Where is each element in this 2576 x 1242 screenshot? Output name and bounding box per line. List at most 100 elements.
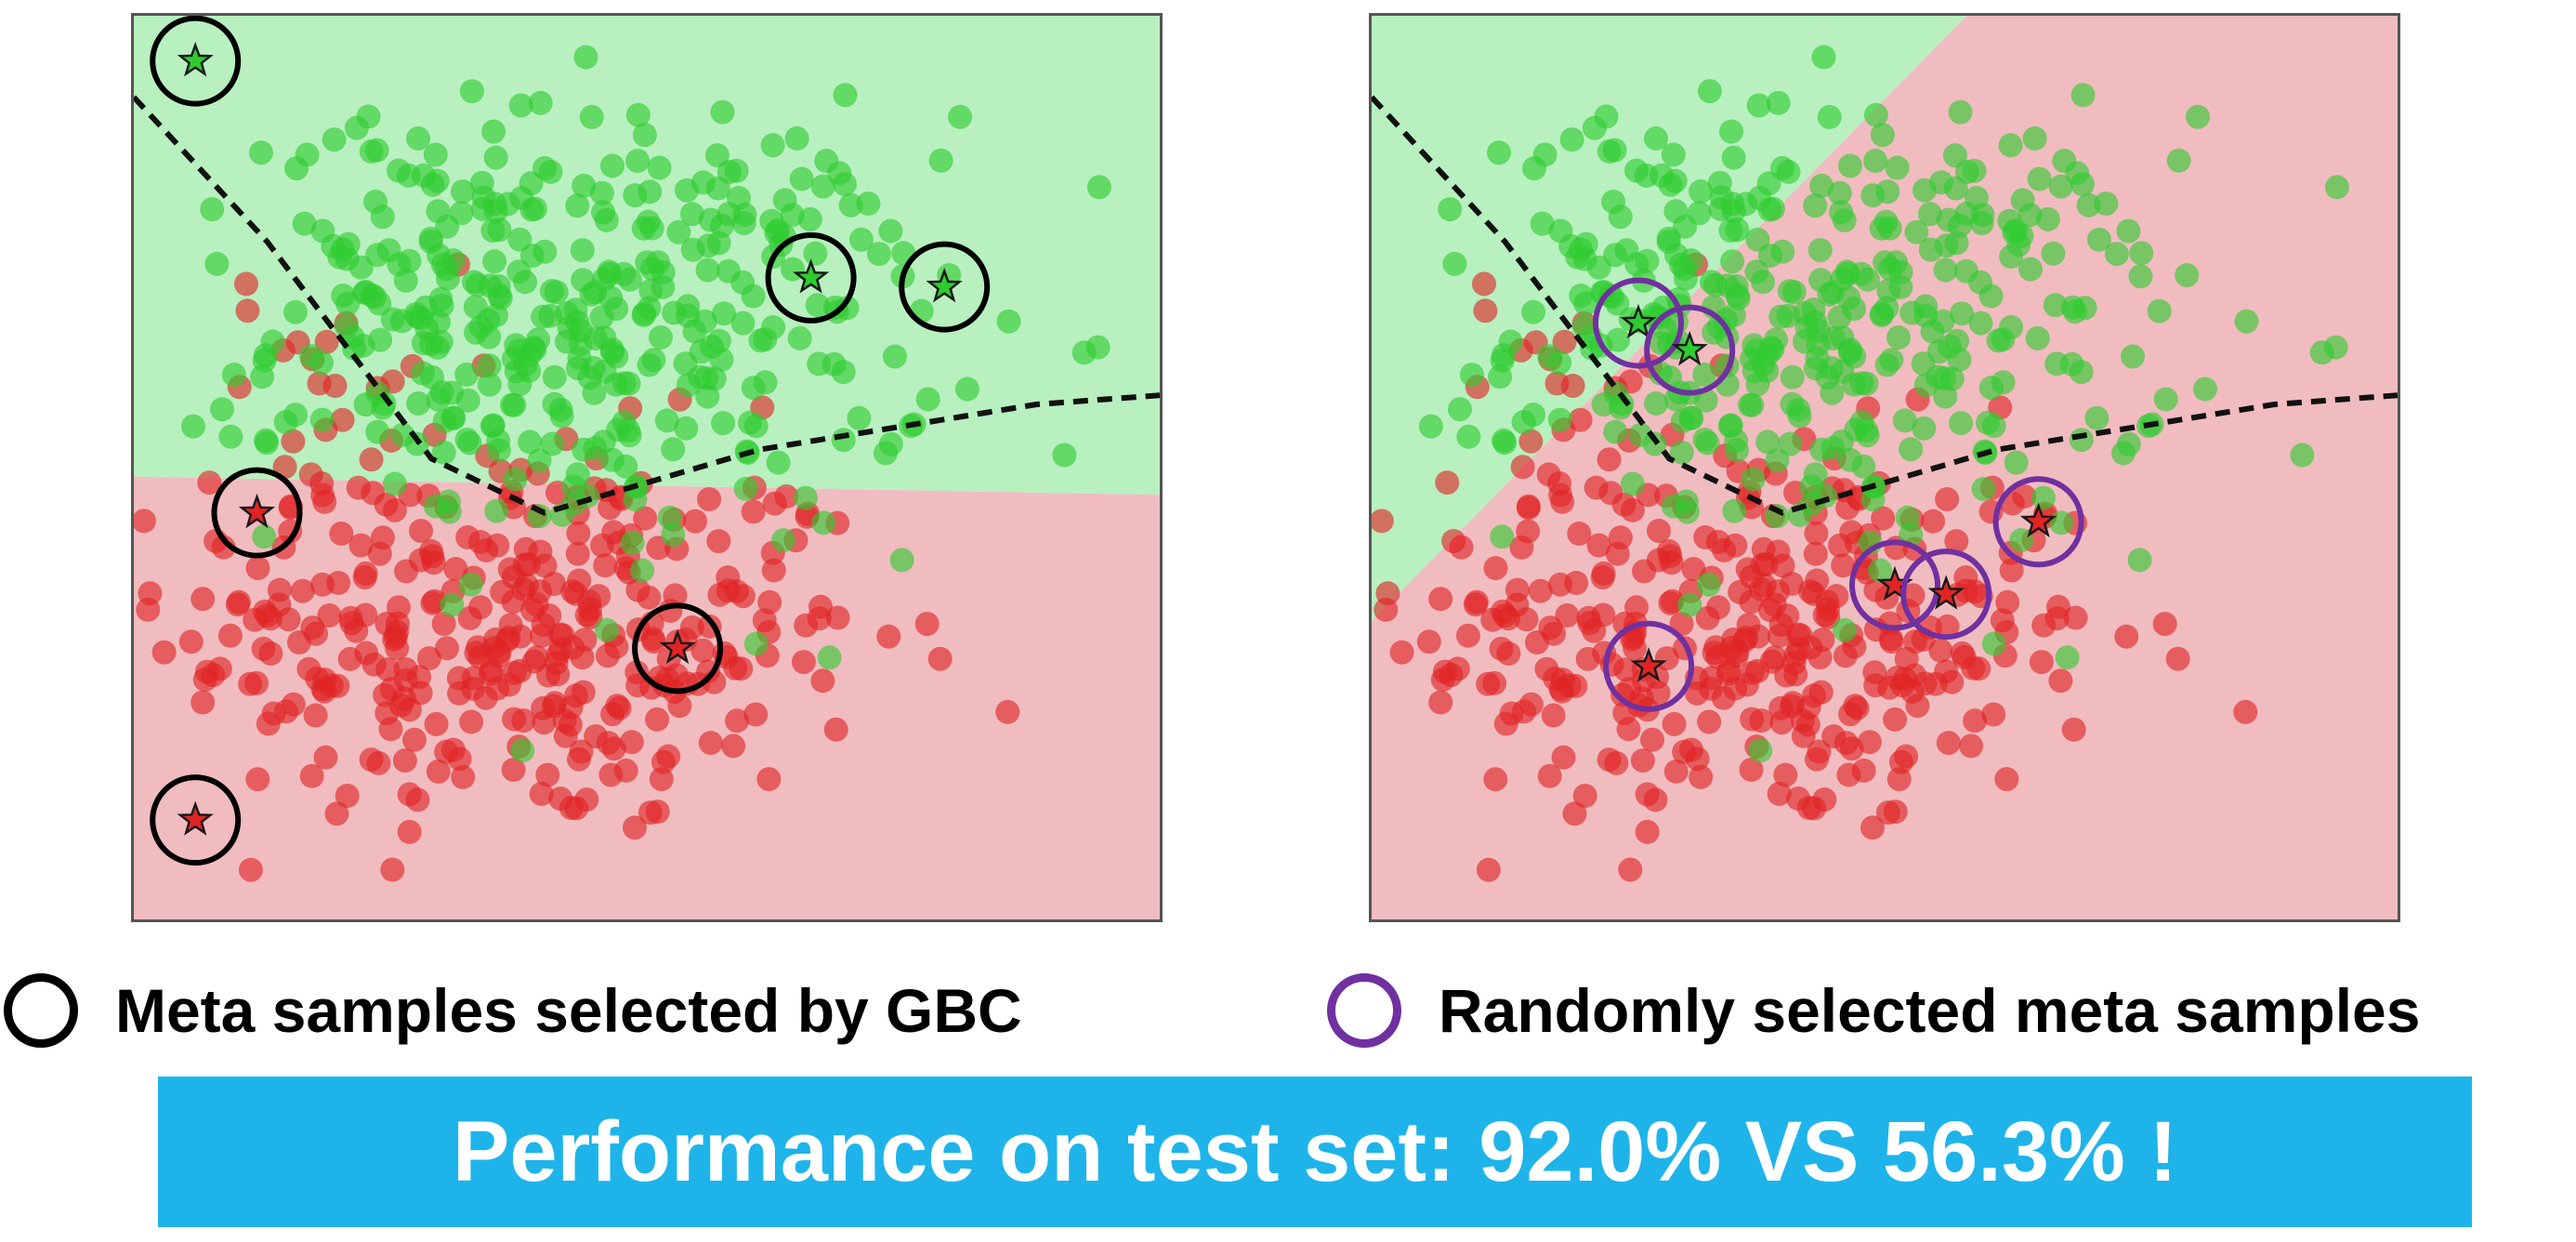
red-data-point xyxy=(238,857,263,882)
green-data-point xyxy=(704,143,729,168)
green-data-point xyxy=(649,325,673,350)
red-data-point xyxy=(1542,621,1567,646)
meta-sample-star xyxy=(2019,502,2057,538)
red-data-point xyxy=(995,699,1020,724)
green-data-point xyxy=(1438,197,1463,222)
red-data-point xyxy=(645,799,670,825)
green-data-point xyxy=(724,158,749,183)
red-data-point xyxy=(619,730,644,755)
green-data-point xyxy=(1522,156,1546,181)
red-data-point xyxy=(698,731,723,756)
green-data-point xyxy=(527,448,552,473)
red-data-point xyxy=(330,407,355,432)
red-data-point xyxy=(394,559,419,584)
green-data-point xyxy=(1677,592,1702,617)
green-data-point xyxy=(1953,258,1978,284)
green-data-point xyxy=(689,339,714,364)
red-data-point xyxy=(1808,680,1833,705)
red-data-point xyxy=(559,796,584,820)
green-data-point xyxy=(1888,260,1913,284)
red-data-point xyxy=(304,621,329,646)
legend-random: Randomly selected meta samples xyxy=(1327,959,2420,1062)
gbc-scatter-plot xyxy=(131,13,1163,922)
red-data-point xyxy=(1635,819,1660,844)
green-data-point xyxy=(1624,252,1649,277)
green-data-point xyxy=(344,115,369,140)
green-data-point xyxy=(531,304,556,329)
green-data-point xyxy=(1854,418,1879,443)
red-data-point xyxy=(1657,539,1681,563)
green-data-point xyxy=(771,528,796,553)
red-data-point xyxy=(1723,676,1748,701)
green-data-point xyxy=(787,325,812,350)
green-data-point xyxy=(464,320,489,345)
green-data-point xyxy=(1071,340,1097,365)
green-data-point xyxy=(709,347,734,372)
red-data-point xyxy=(1689,764,1714,789)
red-data-point xyxy=(1575,646,1600,671)
red-data-point xyxy=(435,636,459,661)
meta-sample-circle xyxy=(1849,539,1940,631)
red-data-point xyxy=(716,565,741,590)
green-data-point xyxy=(807,351,832,377)
green-data-point xyxy=(2043,293,2068,318)
red-data-point xyxy=(501,758,526,782)
green-data-point xyxy=(996,309,1021,334)
green-data-point xyxy=(2022,126,2047,151)
green-data-point xyxy=(254,428,279,453)
green-data-point xyxy=(2052,149,2077,173)
red-data-point xyxy=(756,767,782,792)
red-data-point xyxy=(1780,572,1805,596)
green-data-point xyxy=(1492,428,1517,453)
green-data-point xyxy=(1947,347,1972,372)
green-data-point xyxy=(1751,270,1776,295)
red-data-point xyxy=(447,680,472,706)
green-data-point xyxy=(544,280,569,305)
green-data-point xyxy=(484,498,509,523)
green-data-point xyxy=(1793,329,1817,354)
green-data-point xyxy=(803,241,828,266)
red-data-point xyxy=(535,762,560,787)
red-data-point xyxy=(312,679,336,704)
red-data-point xyxy=(324,801,349,826)
red-data-point xyxy=(1766,539,1791,564)
green-data-point xyxy=(676,373,701,398)
red-data-point xyxy=(514,573,539,598)
green-data-point xyxy=(542,364,567,390)
green-data-point xyxy=(1748,738,1773,763)
green-data-point xyxy=(1702,320,1727,345)
red-data-point xyxy=(485,676,510,701)
red-data-point xyxy=(1548,572,1572,597)
green-data-point xyxy=(561,492,586,516)
green-data-point xyxy=(1582,115,1607,140)
red-data-point xyxy=(366,750,391,775)
green-data-point xyxy=(1530,211,1555,236)
green-data-point xyxy=(1807,238,1833,263)
red-data-point xyxy=(451,764,476,789)
green-data-point xyxy=(637,296,662,321)
red-data-point xyxy=(761,558,786,583)
green-data-point xyxy=(1459,363,1484,388)
green-data-point xyxy=(532,239,558,264)
red-data-point xyxy=(1584,475,1609,500)
green-data-point xyxy=(1746,93,1771,118)
red-data-point xyxy=(1428,587,1453,612)
red-data-point xyxy=(1647,519,1671,543)
red-data-point xyxy=(1476,857,1501,882)
red-data-point xyxy=(1773,762,1798,787)
red-data-point xyxy=(191,690,216,715)
green-data-point xyxy=(696,233,721,258)
green-data-point xyxy=(589,305,614,330)
green-data-point xyxy=(180,414,205,439)
red-data-point xyxy=(397,782,422,807)
red-data-point xyxy=(494,628,519,653)
red-data-point xyxy=(511,708,536,733)
green-data-point xyxy=(1498,329,1523,354)
green-data-point xyxy=(1868,558,1893,583)
green-data-point xyxy=(2084,405,2109,430)
green-data-point xyxy=(2147,298,2172,324)
green-data-point xyxy=(1969,211,1994,235)
green-data-point xyxy=(1770,155,1794,180)
green-data-point xyxy=(641,348,666,373)
red-data-point xyxy=(1432,659,1457,684)
